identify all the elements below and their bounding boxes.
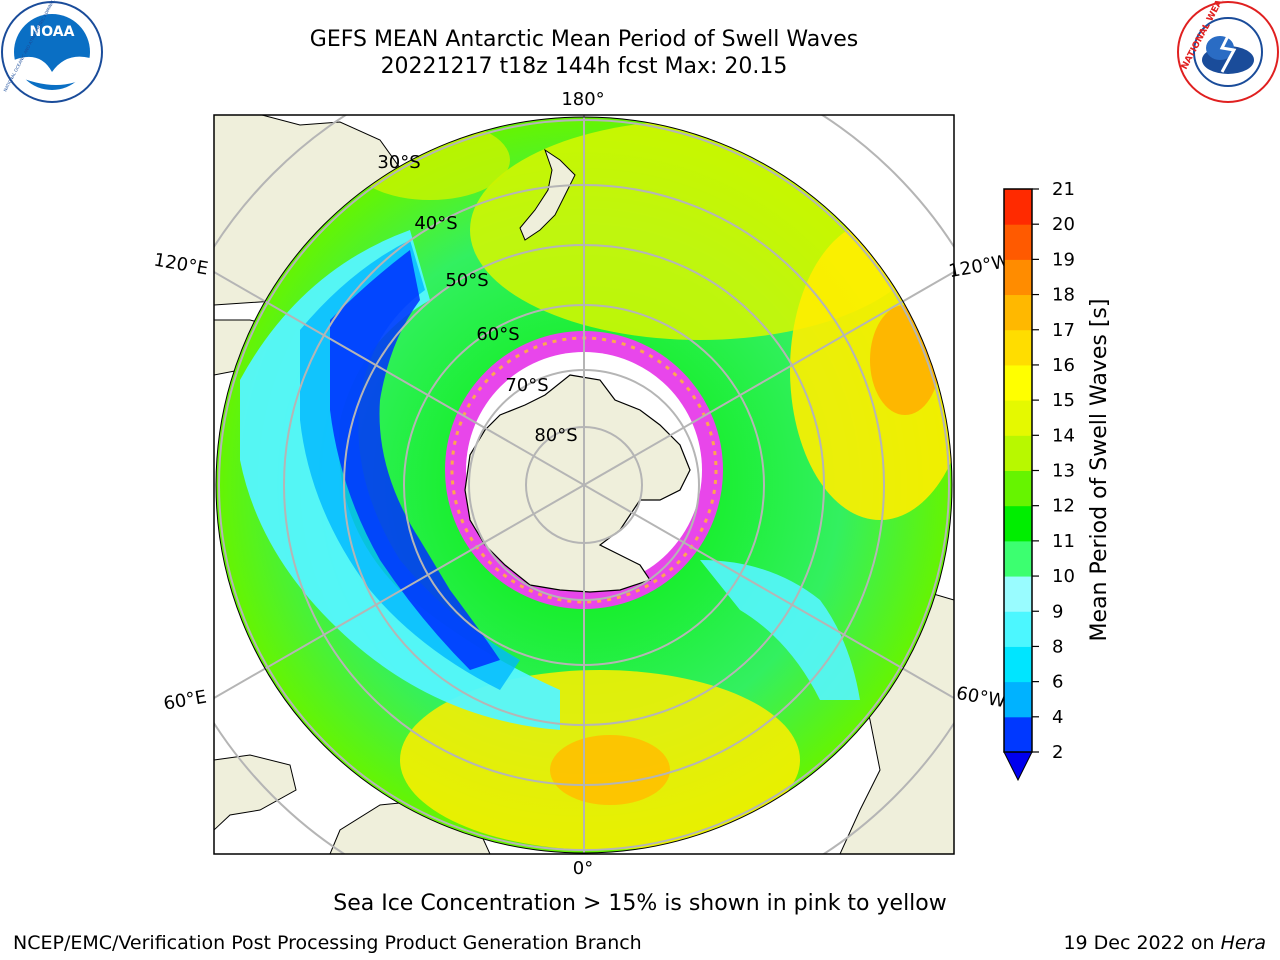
colorbar-tick-label: 17 bbox=[1052, 320, 1075, 341]
graticule bbox=[214, 115, 954, 854]
noaa-logo-text: NOAA bbox=[30, 24, 75, 40]
lon-label-0: 0° bbox=[573, 858, 593, 879]
colorbar-tick-label: 13 bbox=[1052, 461, 1075, 482]
colorbar-tick-label: 12 bbox=[1052, 496, 1075, 517]
lon-label-60e: 60°E bbox=[162, 686, 208, 714]
colorbar-segment bbox=[1004, 681, 1032, 718]
run-date: 19 Dec 2022 on Hera bbox=[1063, 932, 1266, 954]
lon-label-60w: 60°W bbox=[955, 683, 1008, 712]
figure-title: GEFS MEAN Antarctic Mean Period of Swell… bbox=[309, 27, 859, 52]
colorbar-segment bbox=[1004, 611, 1032, 647]
colorbar-tick-label: 14 bbox=[1052, 425, 1075, 446]
nws-cloud-top bbox=[1206, 36, 1234, 60]
colorbar-segment bbox=[1004, 470, 1032, 507]
band-blue-indian bbox=[330, 250, 500, 670]
lon-label-120w: 120°W bbox=[947, 251, 1011, 282]
lat-label-80s: 80°S bbox=[534, 425, 577, 446]
colorbar-tick-label: 18 bbox=[1052, 285, 1075, 306]
colorbar-tick-label: 8 bbox=[1052, 636, 1063, 657]
meridian-60e-120w bbox=[214, 271, 954, 699]
colorbar: 2 4 6 8 9 10 11 12 13 14 15 16 17 18 19 20 21 Mean Perio… bbox=[1003, 179, 1112, 782]
lat-label-30s: 30°S bbox=[377, 152, 420, 173]
colorbar-segment bbox=[1004, 400, 1032, 436]
colorbar-label: Mean Period of Swell Waves [s] bbox=[1087, 299, 1112, 642]
colorbar-tick-label: 4 bbox=[1052, 707, 1063, 728]
lat-label-40s: 40°S bbox=[414, 213, 457, 234]
colorbar-segment bbox=[1004, 505, 1032, 542]
lon-label-180: 180° bbox=[561, 89, 604, 110]
map-panel: 180° 0° 120°E 120°W 60°E 60°W 30°S 40°S … bbox=[152, 89, 1011, 879]
noaa-gull-icon bbox=[14, 56, 90, 85]
colorbar-tick-label: 16 bbox=[1052, 355, 1075, 376]
colorbar-segment bbox=[1004, 259, 1032, 296]
colorbar-tick-label: 21 bbox=[1052, 179, 1075, 200]
figure-subtitle: 20221217 t18z 144h fcst Max: 20.15 bbox=[380, 54, 788, 79]
band-orange-atlantic bbox=[550, 735, 670, 805]
lon-label-120e: 120°E bbox=[152, 249, 210, 279]
land-antarctica bbox=[464, 374, 691, 593]
colorbar-segment bbox=[1004, 646, 1032, 683]
nws-lightning-icon bbox=[1219, 27, 1237, 73]
run-host: Hera bbox=[1220, 932, 1266, 954]
colorbar-segment bbox=[1004, 189, 1032, 225]
lat-label-50s: 50°S bbox=[445, 270, 488, 291]
colorbar-tick-label: 15 bbox=[1052, 390, 1075, 411]
nws-logo: NATIONAL WEATHER SERVICE bbox=[1177, 0, 1279, 103]
latitude-labels: 30°S 40°S 50°S 60°S 70°S 80°S bbox=[377, 152, 577, 446]
colorbar-segment bbox=[1004, 329, 1032, 366]
band-cyan-atlantic bbox=[700, 560, 860, 700]
colorbar-tick-label: 19 bbox=[1052, 249, 1075, 270]
sea-ice-note: Sea Ice Concentration > 15% is shown in … bbox=[333, 891, 947, 916]
colorbar-segment bbox=[1004, 224, 1032, 260]
colorbar-tick-label: 10 bbox=[1052, 566, 1075, 587]
map-frame-border bbox=[213, 114, 955, 855]
colorbar-ticks: 2 4 6 8 9 10 11 12 13 14 15 16 17 18 19 20 21 bbox=[1032, 179, 1075, 763]
lat-label-70s: 70°S bbox=[505, 375, 548, 396]
producer-credit: NCEP/EMC/Verification Post Processing Pr… bbox=[13, 932, 642, 954]
run-date-text: 19 Dec 2022 on bbox=[1063, 932, 1221, 954]
colorbar-extend-triangle bbox=[1003, 751, 1033, 782]
colorbar-segment bbox=[1004, 294, 1032, 331]
colorbar-tick-label: 9 bbox=[1052, 601, 1063, 622]
lat-label-60s: 60°S bbox=[476, 324, 519, 345]
colorbar-segment bbox=[1004, 364, 1032, 401]
disk-outline bbox=[215, 116, 953, 854]
colorbar-segment bbox=[1004, 716, 1032, 753]
colorbar-tick-label: 20 bbox=[1052, 214, 1075, 235]
colorbar-tick-label: 2 bbox=[1052, 742, 1063, 763]
colorbar-segment bbox=[1004, 576, 1032, 612]
colorbar-segment bbox=[1004, 540, 1032, 577]
colorbar-segment bbox=[1004, 435, 1032, 471]
noaa-logo: NOAA NATIONAL OCEANIC AND ATMOSPHERIC AD… bbox=[1, 0, 103, 103]
colorbar-segments bbox=[1004, 189, 1032, 753]
colorbar-tick-label: 11 bbox=[1052, 531, 1075, 552]
colorbar-tick-label: 6 bbox=[1052, 672, 1063, 693]
